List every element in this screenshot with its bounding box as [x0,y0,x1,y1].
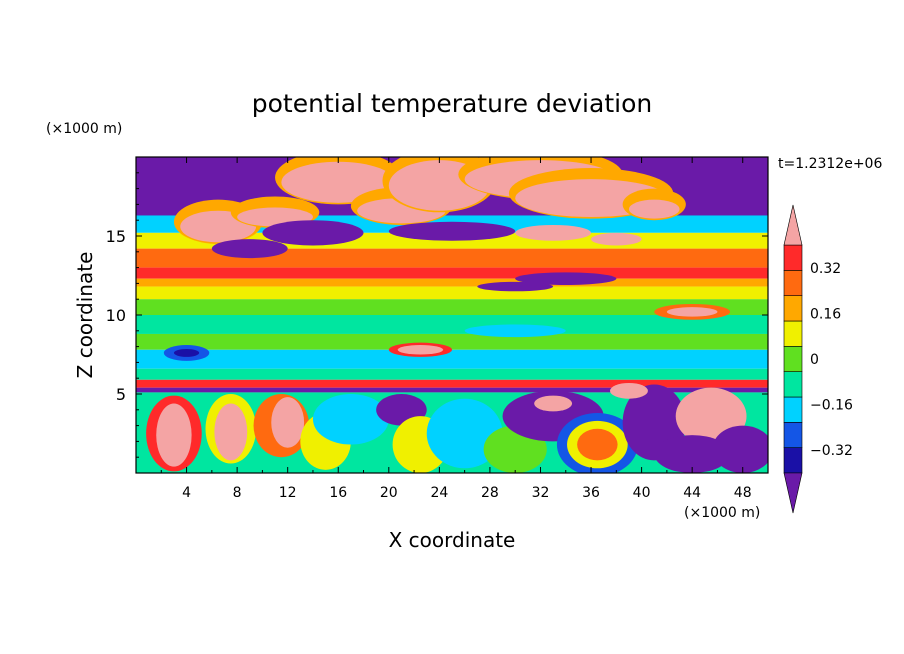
colorbar-bin [783,244,803,271]
field-blob [271,397,305,448]
field-blob [628,199,680,219]
field-blob [477,281,554,292]
band-inversion-purple [136,387,768,393]
x-tick-label: 44 [683,485,701,501]
colorbar-tick-label: −0.32 [810,443,853,459]
band-red [136,267,768,279]
x-tick-label: 8 [233,485,242,501]
field-blob [214,403,248,461]
field-blob [515,224,592,241]
contour-field [136,157,768,473]
colorbar-bin [783,346,803,372]
band-orange [136,278,768,287]
colorbar-under-triangle [783,472,803,514]
y-tick-label: 15 [106,227,126,246]
band-teal-2 [136,368,768,380]
field-blob [666,307,718,317]
colorbar-bin [783,320,803,347]
x-axis-title: X coordinate [389,528,516,552]
y-axis-title: Z coordinate [73,252,97,379]
x-tick-label: 40 [633,485,651,501]
field-blob [312,394,389,445]
colorbar-bin [783,447,803,474]
field-blob [591,232,642,246]
time-label: t=1.2312e+06 [778,156,882,172]
field-blob [156,403,192,467]
field-blob [262,220,364,246]
colorbar-tick-label: 0.32 [810,261,841,277]
field-blob [534,395,573,412]
colorbar-tick-label: −0.16 [810,398,853,414]
band-inversion-red [136,379,768,388]
colorbar-bin [783,270,803,296]
field-blob [577,428,618,461]
band-cyan [136,349,768,369]
x-tick-label: 32 [532,485,550,501]
colorbar-bin [783,295,803,322]
x-tick-label: 16 [329,485,347,501]
x-tick-label: 24 [430,485,448,501]
field-blob [388,221,516,241]
colorbar-over-triangle [783,204,803,246]
colorbar-bin [783,396,803,423]
band-orange-upper [136,248,768,268]
chart-title: potential temperature deviation [252,89,652,118]
field-blob [211,239,288,259]
x-tick-label: 48 [734,485,752,501]
colorbar: 0.32 0.16 0 −0.16 −0.32 [783,204,853,514]
colorbar-tick-label: 0 [810,352,819,368]
x-tick-label: 4 [182,485,191,501]
x-axis: 4 8 12 16 20 24 28 32 36 40 44 48 [160,157,752,501]
x-tick-label: 20 [380,485,398,501]
field-blob [654,435,731,473]
band-green-2 [136,333,768,350]
y-tick-label: 10 [106,306,126,325]
band-teal [136,315,768,334]
field-blob [464,324,566,338]
x-tick-label: 28 [481,485,499,501]
band-yellow [136,286,768,300]
colorbar-tick-label: 0.16 [810,306,841,322]
x-tick-label: 12 [279,485,297,501]
y-unit-label: (×1000 m) [46,121,122,137]
field-blob [515,272,617,285]
band-green [136,299,768,315]
field-blob [426,398,503,469]
y-tick-label: 5 [116,385,126,404]
y-axis: 5 10 15 [106,172,768,458]
field-blob [173,348,200,357]
colorbar-bin [783,371,803,398]
x-unit-label: (×1000 m) [684,505,760,521]
colorbar-bin [783,422,803,448]
field-blob [397,345,444,355]
field-blob [610,382,648,399]
x-tick-label: 36 [582,485,600,501]
